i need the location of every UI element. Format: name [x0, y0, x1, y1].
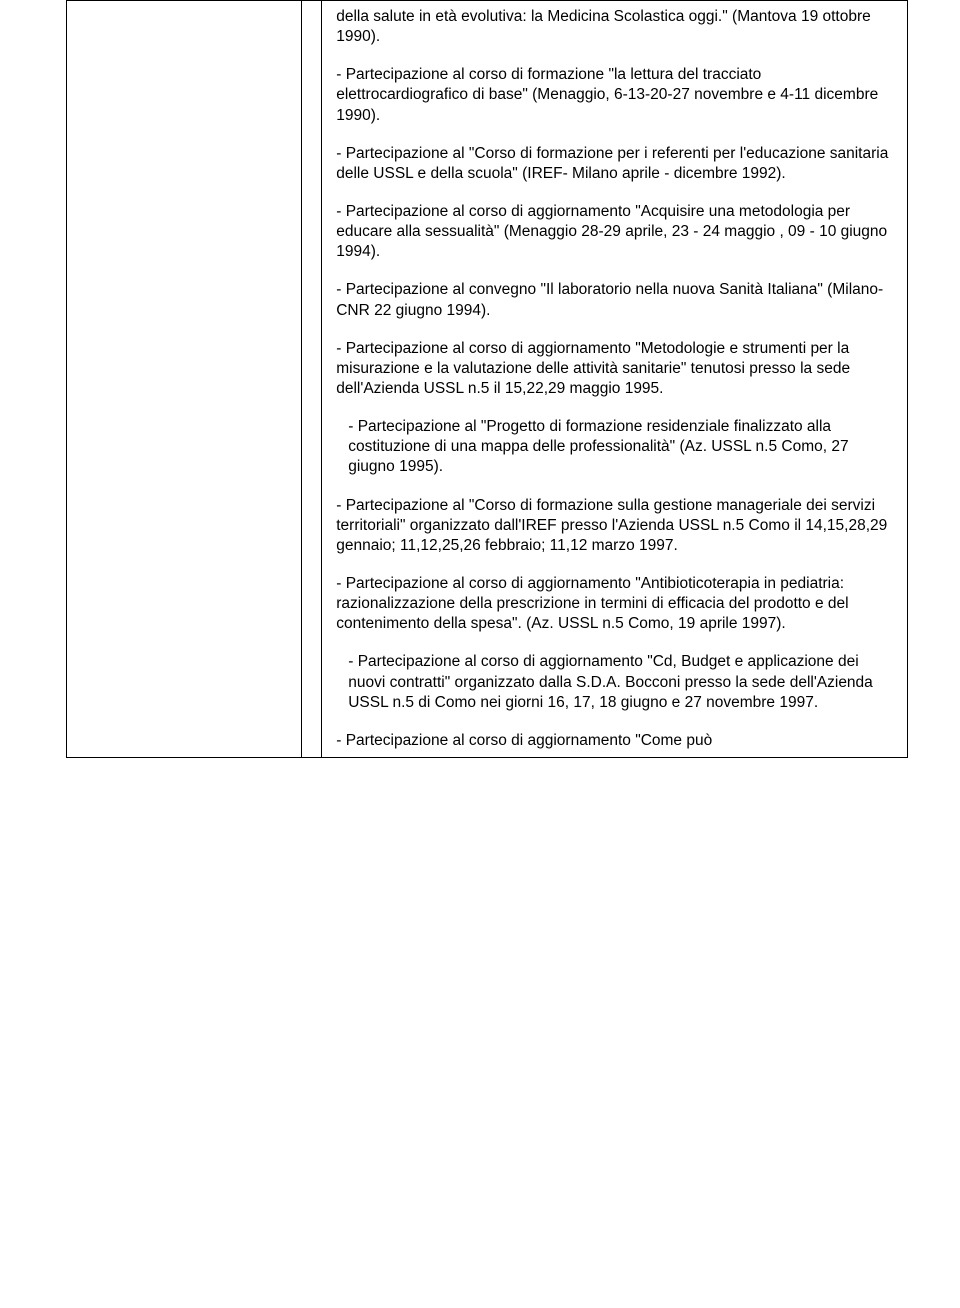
paragraph: - Partecipazione al "Corso di formazione… [336, 496, 897, 556]
paragraph: - Partecipazione al corso di aggiornamen… [336, 731, 897, 751]
paragraph: - Partecipazione al "Progetto di formazi… [336, 417, 897, 477]
left-column-cell [67, 1, 302, 758]
document-page: della salute in età evolutiva: la Medici… [0, 0, 960, 1308]
content-container: della salute in età evolutiva: la Medici… [336, 7, 897, 751]
paragraph: - Partecipazione al corso di aggiornamen… [336, 202, 897, 262]
paragraph: - Partecipazione al "Corso di formazione… [336, 144, 897, 184]
paragraph: - Partecipazione al corso di formazione … [336, 65, 897, 125]
paragraph: della salute in età evolutiva: la Medici… [336, 7, 897, 47]
paragraph: - Partecipazione al corso di aggiornamen… [336, 339, 897, 399]
middle-column-cell [302, 1, 322, 758]
paragraph: - Partecipazione al corso di aggiornamen… [336, 652, 897, 712]
paragraph: - Partecipazione al convegno "Il laborat… [336, 280, 897, 320]
layout-table: della salute in età evolutiva: la Medici… [66, 0, 908, 758]
content-cell: della salute in età evolutiva: la Medici… [322, 1, 908, 758]
paragraph: - Partecipazione al corso di aggiornamen… [336, 574, 897, 634]
